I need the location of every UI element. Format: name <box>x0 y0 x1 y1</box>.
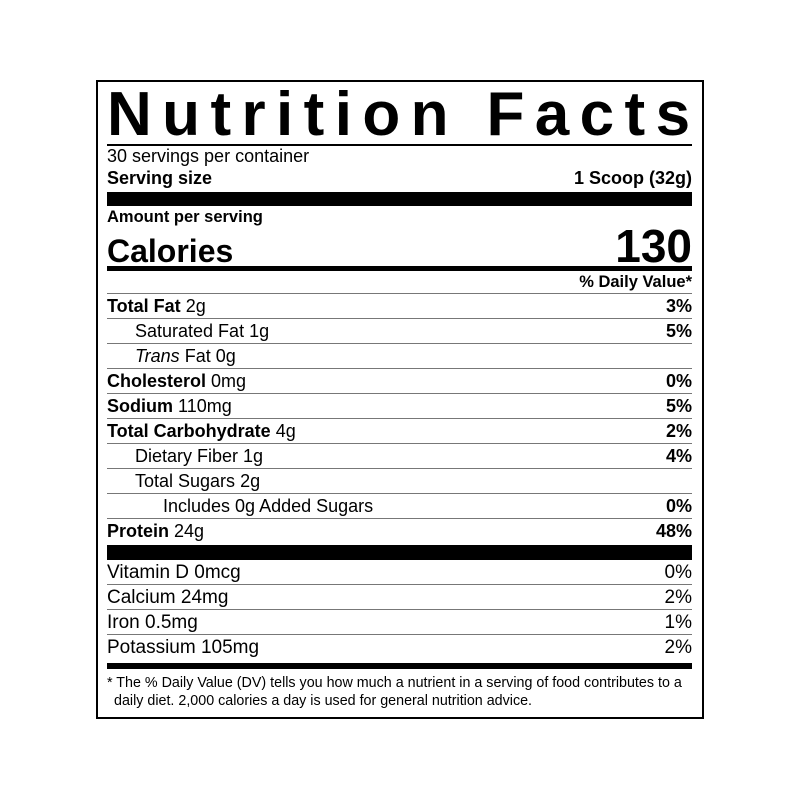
nutrient-name: Sodium <box>107 396 173 416</box>
nutrient-row-cholesterol: Cholesterol 0mg 0% <box>107 369 692 394</box>
nutrient-amount: 0mg <box>211 371 247 391</box>
nutrient-dv: 0% <box>665 496 692 516</box>
nutrient-dv: 3% <box>665 296 692 316</box>
nutrient-amount: 1g <box>243 446 264 466</box>
nutrient-text: Trans Fat 0g <box>107 344 236 368</box>
nutrient-row-protein: Protein 24g 48% <box>107 519 692 543</box>
nutrient-amount: 24g <box>174 521 205 541</box>
nutrient-name: Includes 0g Added Sugars <box>163 496 374 516</box>
daily-value-header: % Daily Value* <box>107 271 692 294</box>
footnote: * The % Daily Value (DV) tells you how m… <box>107 675 682 709</box>
nutrient-text: Saturated Fat 1g <box>107 319 269 343</box>
vitamin-text: Iron 0.5mg <box>107 612 198 633</box>
vitamin-text: Potassium 105mg <box>107 637 260 658</box>
nutrient-row-total-sugars: Total Sugars 2g <box>107 469 692 494</box>
nutrient-name: Dietary Fiber <box>135 446 239 466</box>
medium-divider <box>107 266 692 271</box>
nutrient-row-saturated-fat: Saturated Fat 1g 5% <box>107 319 692 344</box>
nutrient-name: Saturated Fat <box>135 321 245 341</box>
amount-per-serving: Amount per serving <box>107 208 263 226</box>
nutrient-text: Dietary Fiber 1g <box>107 444 263 468</box>
nutrient-text: Total Sugars 2g <box>107 469 260 493</box>
nutrient-text: Includes 0g Added Sugars <box>107 494 373 518</box>
thick-divider <box>107 545 692 560</box>
nutrient-name: Total Sugars <box>135 471 236 491</box>
nutrient-amount: 4g <box>275 421 296 441</box>
vitamin-dv: 0% <box>664 562 692 583</box>
nutrient-name: Total Carbohydrate <box>107 421 271 441</box>
nutrient-dv: 0% <box>665 371 692 391</box>
serving-size-label: Serving size <box>107 168 213 188</box>
calories-label: Calories <box>107 233 234 269</box>
nutrient-row-trans-fat: Trans Fat 0g <box>107 344 692 369</box>
nutrient-amount: 110mg <box>178 396 232 416</box>
nutrient-row-dietary-fiber: Dietary Fiber 1g 4% <box>107 444 692 469</box>
nutrient-amount: 0g <box>215 346 236 366</box>
nutrient-text: Sodium 110mg <box>107 394 232 418</box>
medium-divider <box>107 663 692 669</box>
calories-value: 130 <box>615 220 692 272</box>
vitamin-row-potassium: Potassium 105mg 2% <box>107 635 692 659</box>
nutrient-name: Total Fat <box>107 296 181 316</box>
vitamin-row-iron: Iron 0.5mg 1% <box>107 610 692 635</box>
label-title: Nutrition Facts <box>107 82 692 146</box>
title-text: Nutrition Facts <box>107 80 701 149</box>
vitamin-dv: 2% <box>664 637 692 658</box>
nutrient-row-total-fat: Total Fat 2g 3% <box>107 294 692 319</box>
nutrient-dv: 2% <box>665 421 692 441</box>
nutrient-dv: 5% <box>665 321 692 341</box>
serving-size-value: 1 Scoop (32g) <box>573 168 692 188</box>
vitamin-row-vitamin-d: Vitamin D 0mcg 0% <box>107 560 692 585</box>
nutrient-row-total-carbohydrate: Total Carbohydrate 4g 2% <box>107 419 692 444</box>
vitamin-dv: 1% <box>664 612 692 633</box>
vitamin-text: Calcium 24mg <box>107 587 229 608</box>
nutrient-text: Cholesterol 0mg <box>107 369 246 393</box>
nutrient-dv: 48% <box>655 521 692 541</box>
nutrient-dv: 5% <box>665 396 692 416</box>
thick-divider <box>107 192 692 206</box>
nutrition-facts-label: Nutrition Facts 30 servings per containe… <box>96 80 704 719</box>
vitamin-text: Vitamin D 0mcg <box>107 562 241 583</box>
nutrient-row-added-sugars: Includes 0g Added Sugars 0% <box>107 494 692 519</box>
nutrient-name: Fat <box>184 346 211 366</box>
nutrient-dv: 4% <box>665 446 692 466</box>
nutrient-amount: 2g <box>185 296 206 316</box>
nutrient-row-sodium: Sodium 110mg 5% <box>107 394 692 419</box>
nutrient-text: Total Carbohydrate 4g <box>107 419 296 443</box>
nutrient-text: Protein 24g <box>107 519 204 543</box>
vitamin-row-calcium: Calcium 24mg 2% <box>107 585 692 610</box>
calories-row: Calories 130 <box>107 220 692 272</box>
nutrient-text: Total Fat 2g <box>107 294 206 318</box>
nutrient-name: Protein <box>107 521 170 541</box>
nutrient-name-italic: Trans <box>135 346 180 366</box>
nutrient-name: Cholesterol <box>107 371 207 391</box>
vitamin-dv: 2% <box>664 587 692 608</box>
servings-per-container: 30 servings per container <box>107 146 310 166</box>
nutrient-amount: 1g <box>249 321 270 341</box>
nutrient-amount: 2g <box>240 471 261 491</box>
serving-size-row: Serving size 1 Scoop (32g) <box>107 167 692 190</box>
